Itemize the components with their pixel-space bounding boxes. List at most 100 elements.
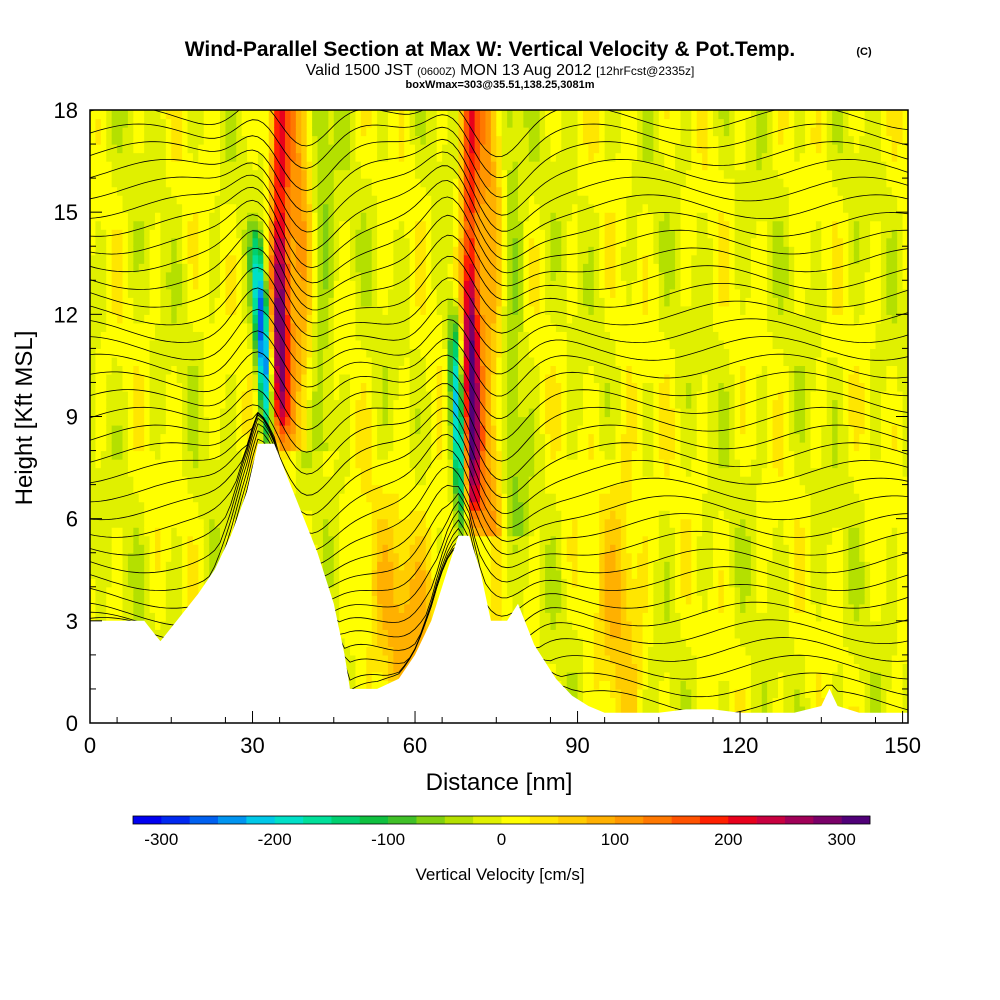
field-cell [442, 561, 449, 571]
field-cell [257, 280, 264, 290]
field-cell [409, 637, 416, 647]
field-cell [187, 237, 194, 247]
field-cell [387, 118, 394, 128]
field-cell [415, 629, 422, 639]
field-cell [295, 271, 302, 281]
field-cell [350, 476, 357, 486]
field-cell [127, 195, 134, 205]
field-cell [295, 135, 302, 145]
field-cell [133, 552, 140, 562]
field-cell [144, 127, 151, 137]
field-cell [382, 586, 389, 596]
field-cell [160, 365, 167, 375]
field-cell [339, 280, 346, 290]
field-cell [198, 544, 205, 554]
field-cell [295, 459, 302, 469]
field-cell [111, 552, 118, 562]
field-cell [111, 169, 118, 179]
field-cell [377, 288, 384, 298]
field-cell [268, 212, 275, 222]
field-cell [176, 569, 183, 579]
field-cell [138, 339, 145, 349]
field-cell [350, 314, 357, 324]
field-cell [415, 399, 422, 409]
field-cell [176, 348, 183, 358]
field-cell [144, 493, 151, 503]
field-cell [176, 305, 183, 315]
field-cell [176, 169, 183, 179]
field-cell [350, 229, 357, 239]
field-cell [415, 110, 422, 120]
field-cell [447, 280, 454, 290]
field-cell [387, 169, 394, 179]
field-cell [387, 263, 394, 273]
field-cell [425, 586, 432, 596]
field-cell [312, 407, 319, 418]
field-cell [371, 314, 378, 324]
field-cell [214, 203, 221, 213]
field-cell [409, 195, 416, 205]
field-cell [301, 229, 308, 239]
field-cell [111, 263, 118, 273]
field-cell [160, 518, 167, 528]
field-cell [409, 612, 416, 622]
field-cell [203, 569, 210, 579]
field-cell [220, 339, 227, 349]
field-cell [366, 390, 373, 401]
field-cell [350, 118, 357, 128]
field-cell [312, 314, 319, 324]
field-cell [360, 612, 367, 622]
field-cell [377, 671, 384, 682]
field-cell [220, 467, 227, 477]
field-cell [382, 271, 389, 281]
field-cell [279, 305, 286, 315]
field-cell [317, 186, 324, 196]
field-cell [425, 212, 432, 222]
field-cell [409, 425, 416, 435]
field-cell [442, 203, 449, 213]
field-cell [106, 118, 113, 128]
field-cell [366, 305, 373, 315]
field-cell [425, 459, 432, 469]
field-cell [393, 620, 400, 630]
field-cell [182, 339, 189, 349]
field-cell [393, 416, 400, 426]
field-cell [209, 169, 216, 179]
field-cell [452, 271, 459, 281]
field-cell [214, 527, 221, 537]
field-cell [133, 118, 140, 128]
field-cell [344, 595, 351, 605]
field-cell [371, 246, 378, 256]
field-cell [393, 459, 400, 469]
field-cell [209, 237, 216, 247]
field-cell [155, 254, 162, 264]
field-cell [192, 425, 199, 435]
field-cell [122, 501, 129, 511]
field-cell [333, 263, 340, 273]
field-cell [295, 493, 302, 503]
field-cell [117, 246, 124, 256]
field-cell [203, 220, 210, 230]
field-cell [138, 510, 145, 520]
field-cell [182, 467, 189, 477]
field-cell [312, 527, 319, 537]
field-cell [100, 510, 107, 520]
field-cell [398, 246, 405, 256]
field-cell [442, 118, 449, 128]
field-cell [279, 254, 286, 264]
field-cell [209, 476, 216, 486]
field-cell [377, 195, 384, 205]
field-cell [366, 118, 373, 128]
field-cell [295, 425, 302, 435]
field-cell [176, 314, 183, 324]
field-cell [344, 280, 351, 290]
field-cell [203, 297, 210, 307]
field-cell [442, 501, 449, 511]
field-cell [220, 280, 227, 290]
field-cell [127, 229, 134, 239]
field-cell [301, 407, 308, 418]
field-cell [214, 348, 221, 358]
field-cell [415, 365, 422, 375]
field-cell [165, 510, 172, 520]
field-cell [387, 399, 394, 409]
